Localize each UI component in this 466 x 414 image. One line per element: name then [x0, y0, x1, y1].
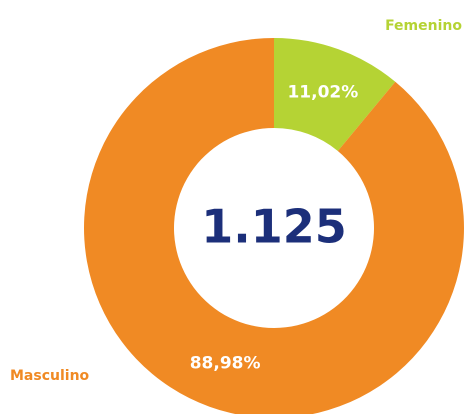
center-total: 1.125 [201, 200, 347, 254]
legend-label: Femenino [385, 18, 462, 34]
donut-slice [274, 38, 396, 152]
legend-label: Masculino [10, 368, 90, 384]
value-label: 88,98% [190, 353, 261, 373]
donut-slice [84, 38, 464, 414]
value-label: 11,02% [287, 83, 358, 103]
